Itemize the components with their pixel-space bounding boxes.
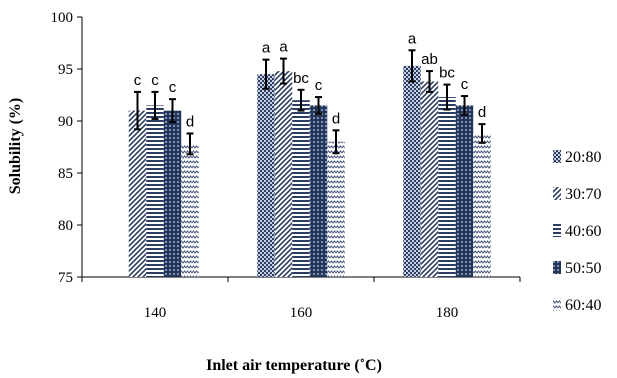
significance-label: bc bbox=[293, 70, 309, 87]
legend-swatch bbox=[553, 187, 561, 200]
legend-item-50-50: 50:50 bbox=[553, 260, 601, 277]
bar-20-80-180 bbox=[403, 65, 421, 277]
significance-label: a bbox=[262, 40, 271, 57]
bar-50-50-140 bbox=[163, 110, 182, 277]
y-tick-label: 100 bbox=[51, 10, 74, 26]
significance-label: c bbox=[151, 72, 159, 89]
significance-label: c bbox=[134, 72, 142, 89]
legend-label: 30:70 bbox=[565, 186, 601, 203]
significance-label: bc bbox=[439, 65, 455, 82]
error-bar bbox=[443, 83, 451, 111]
legend-label: 60:40 bbox=[565, 297, 601, 314]
legend-swatch bbox=[553, 261, 561, 274]
bar-60-40-140 bbox=[181, 143, 199, 277]
bar-50-50-180 bbox=[455, 105, 474, 278]
bars bbox=[128, 49, 491, 278]
bar-30-70-140 bbox=[128, 110, 147, 277]
legend-label: 20:80 bbox=[565, 149, 601, 166]
error-bar bbox=[315, 96, 322, 115]
error-bar bbox=[186, 132, 194, 156]
y-tick-label: 75 bbox=[58, 270, 73, 286]
legend-label: 40:60 bbox=[565, 223, 601, 240]
legend: 20:80 30:70 40:60 50:50 60:40 bbox=[553, 149, 601, 314]
legend-swatch bbox=[553, 224, 561, 237]
x-tick-label: 180 bbox=[436, 305, 459, 321]
significance-label: c bbox=[169, 79, 177, 96]
bar-30-70-160 bbox=[274, 71, 293, 277]
legend-item-20-80: 20:80 bbox=[553, 149, 601, 166]
bar-30-70-180 bbox=[420, 81, 439, 277]
bar-40-60-180 bbox=[438, 97, 456, 277]
bar-20-80-160 bbox=[257, 74, 275, 277]
significance-label: ab bbox=[421, 51, 438, 68]
significance-label: d bbox=[186, 113, 194, 130]
legend-swatch bbox=[553, 298, 561, 311]
y-tick-label: 90 bbox=[58, 114, 73, 130]
significance-label: a bbox=[279, 39, 288, 56]
significance-label: d bbox=[332, 110, 340, 127]
bar-50-50-160 bbox=[309, 105, 328, 278]
error-bar bbox=[426, 70, 433, 93]
bar-40-60-140 bbox=[146, 105, 164, 278]
x-tick-label: 160 bbox=[290, 305, 313, 321]
x-tick-label: 140 bbox=[144, 305, 167, 321]
error-bar bbox=[408, 49, 416, 83]
error-bar bbox=[169, 98, 176, 124]
significance-label: c bbox=[461, 76, 469, 93]
legend-item-60-40: 60:40 bbox=[553, 297, 601, 314]
y-tick-label: 95 bbox=[58, 62, 73, 78]
error-bar bbox=[280, 57, 287, 85]
bar-60-40-180 bbox=[473, 133, 491, 277]
bar-40-60-160 bbox=[292, 100, 310, 277]
y-axis-label: Solubility (%) bbox=[7, 98, 24, 194]
significance-label: a bbox=[408, 30, 417, 47]
error-bar bbox=[478, 123, 486, 144]
error-bar bbox=[262, 58, 270, 90]
error-bar bbox=[134, 90, 141, 131]
error-bar bbox=[461, 95, 468, 116]
significance-label: d bbox=[478, 104, 486, 121]
y-tick-label: 85 bbox=[58, 166, 73, 182]
bar-60-40-160 bbox=[327, 141, 345, 277]
error-bar bbox=[297, 88, 305, 112]
error-bar bbox=[332, 129, 340, 155]
significance-label: c bbox=[315, 77, 323, 94]
legend-swatch bbox=[553, 150, 561, 163]
x-axis-label: Inlet air temperature (˚C) bbox=[206, 357, 382, 374]
error-bar bbox=[151, 90, 159, 120]
legend-label: 50:50 bbox=[565, 260, 601, 277]
legend-item-30-70: 30:70 bbox=[553, 186, 601, 203]
legend-item-40-60: 40:60 bbox=[553, 223, 601, 240]
y-tick-label: 80 bbox=[58, 218, 73, 234]
